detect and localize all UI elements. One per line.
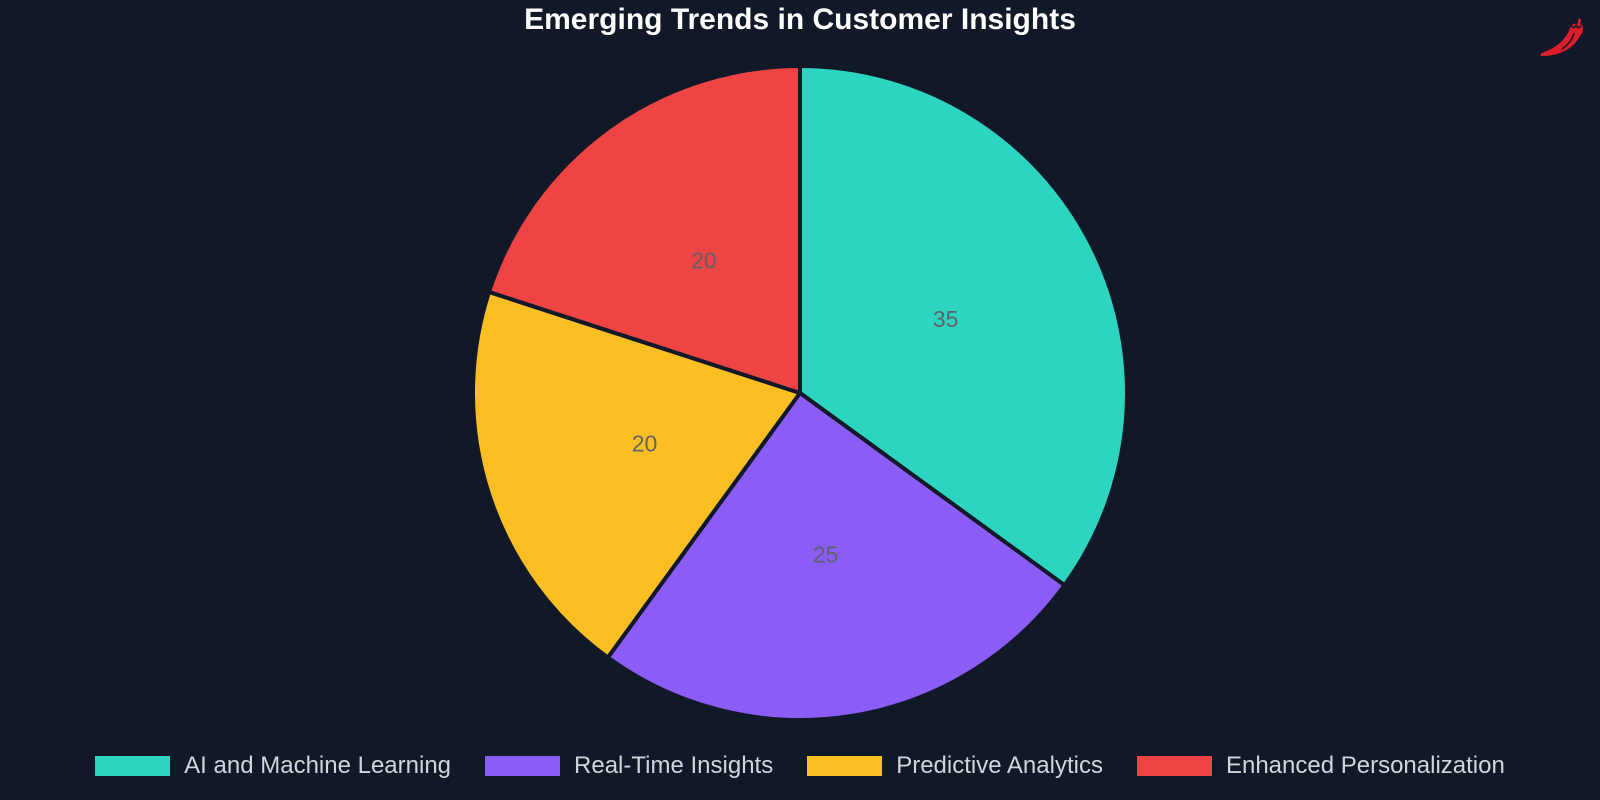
- pie-slice-real-time-insights[interactable]: [605, 391, 1067, 723]
- legend-item-ai-ml[interactable]: AI and Machine Learning: [95, 752, 451, 780]
- pie-slice-enhanced-personalization[interactable]: [487, 64, 802, 395]
- chart-title: Emerging Trends in Customer Insights: [524, 3, 1076, 36]
- slice-value-label: 20: [691, 248, 717, 274]
- pie-slice-ai-and-machine-learning[interactable]: [798, 64, 1129, 588]
- slice-value-label: 25: [813, 541, 839, 567]
- chili-pepper-icon: [1540, 18, 1583, 56]
- pie-slice-predictive-analytics[interactable]: [471, 289, 802, 660]
- legend-swatch: [1136, 756, 1212, 776]
- legend-label: Enhanced Personalization: [1225, 752, 1505, 779]
- slice-value-label: 35: [933, 306, 959, 332]
- legend-swatch: [95, 756, 171, 776]
- legend-swatch: [485, 756, 561, 776]
- legend-label: AI and Machine Learning: [184, 752, 452, 779]
- legend-item-real-time-insights[interactable]: Real-Time Insights: [485, 752, 773, 780]
- legend-label: Real-Time Insights: [574, 752, 774, 779]
- chart-legend: AI and Machine Learning Real-Time Insigh…: [0, 752, 1600, 780]
- legend-item-predictive-analytics[interactable]: Predictive Analytics: [807, 752, 1103, 780]
- slice-value-label: 20: [632, 431, 658, 457]
- legend-swatch: [807, 756, 883, 776]
- legend-item-enhanced-personalization[interactable]: Enhanced Personalization: [1136, 752, 1505, 780]
- legend-label: Predictive Analytics: [896, 752, 1103, 779]
